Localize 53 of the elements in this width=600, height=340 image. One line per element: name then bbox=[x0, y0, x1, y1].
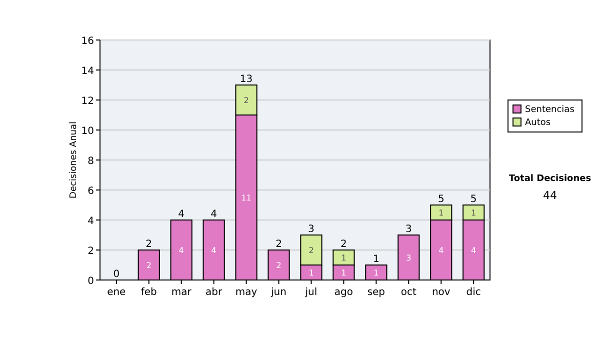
x-tick-label: abr bbox=[206, 287, 223, 298]
data-label: 2 bbox=[276, 261, 282, 270]
data-label: 4 bbox=[438, 246, 444, 255]
data-label: 2 bbox=[244, 96, 249, 105]
data-label: 3 bbox=[406, 254, 412, 262]
total-label: 3 bbox=[405, 224, 412, 235]
y-tick-label: 0 bbox=[88, 276, 94, 287]
y-tick-label: 12 bbox=[81, 96, 94, 107]
total-label: 13 bbox=[240, 74, 253, 85]
data-label: 11 bbox=[241, 194, 252, 202]
x-tick-label: ago bbox=[334, 287, 354, 298]
x-tick-label: mar bbox=[171, 287, 192, 298]
y-tick-label: 6 bbox=[88, 186, 94, 197]
total-label: 0 bbox=[113, 269, 120, 280]
x-tick-label: jul bbox=[304, 287, 318, 298]
y-tick-label: 2 bbox=[88, 246, 94, 257]
total-label: 5 bbox=[438, 194, 444, 205]
x-tick-label: jun bbox=[270, 287, 286, 298]
data-label: 1 bbox=[308, 268, 314, 278]
data-label: 4 bbox=[471, 246, 476, 255]
total-label: 1 bbox=[372, 254, 380, 265]
total-label: 4 bbox=[210, 209, 218, 220]
x-tick-label: oct bbox=[400, 287, 416, 298]
y-tick-label: 14 bbox=[81, 66, 94, 77]
legend-label: Autos bbox=[525, 118, 551, 128]
data-label: 2 bbox=[146, 261, 152, 270]
data-label: 4 bbox=[211, 246, 216, 255]
x-tick-label: ene bbox=[107, 287, 126, 298]
y-tick-label: 10 bbox=[81, 126, 94, 137]
y-tick-label: 8 bbox=[88, 156, 94, 167]
data-label: 1 bbox=[438, 208, 444, 218]
x-tick-label: may bbox=[235, 287, 258, 298]
total-label: 2 bbox=[276, 239, 282, 250]
legend-label: Sentencias bbox=[525, 105, 575, 115]
total-label: 5 bbox=[470, 194, 477, 205]
data-label: 2 bbox=[308, 246, 314, 255]
y-tick-label: 4 bbox=[88, 216, 94, 227]
total-label: 4 bbox=[178, 209, 185, 220]
total-label: 3 bbox=[308, 224, 314, 235]
x-tick-label: nov bbox=[432, 287, 450, 298]
data-label: 1 bbox=[374, 268, 379, 278]
total-label: 2 bbox=[340, 239, 347, 250]
x-tick-label: sep bbox=[367, 287, 386, 298]
y-tick-label: 16 bbox=[81, 36, 94, 47]
data-label: 4 bbox=[178, 246, 184, 255]
total-label: 2 bbox=[146, 239, 152, 250]
y-axis-title: Decisiones Anual bbox=[69, 122, 79, 198]
data-label: 1 bbox=[471, 208, 476, 218]
data-label: 1 bbox=[341, 254, 346, 262]
text: Total Decisiones 44 bbox=[508, 174, 592, 202]
x-tick-label: dic bbox=[466, 287, 481, 298]
data-label: 1 bbox=[341, 268, 346, 278]
x-tick-label: feb bbox=[140, 287, 157, 298]
